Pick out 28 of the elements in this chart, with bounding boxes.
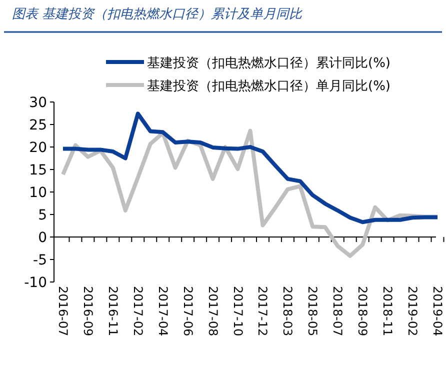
- y-tick-label: 20: [29, 140, 47, 156]
- chart-title: 图表 基建投资（扣电热燃水口径）累计及单月同比: [12, 7, 304, 22]
- x-tick-label: 2018-03: [280, 286, 295, 336]
- y-tick-label: 30: [29, 95, 47, 111]
- x-tick-label: 2018-11: [380, 286, 395, 336]
- y-tick-label: 10: [29, 185, 47, 201]
- x-tick-label: 2017-04: [156, 286, 170, 336]
- x-tick-label: 2018-07: [330, 286, 345, 336]
- x-tick-label: 2018-05: [306, 286, 320, 336]
- x-tick-label: 2017-08: [206, 286, 220, 336]
- y-tick-label: 25: [29, 118, 47, 134]
- legend-label: 基建投资（扣电热燃水口径）累计同比(%): [147, 56, 390, 71]
- y-tick-label: 5: [38, 208, 47, 224]
- x-tick-label: 2019-02: [406, 286, 420, 336]
- y-tick-label: 0: [38, 230, 47, 246]
- y-tick-label: -10: [24, 275, 47, 291]
- x-tick-label: 2019-04: [430, 286, 445, 336]
- y-tick-label: -5: [33, 252, 47, 268]
- x-tick-label: 2018-09: [356, 286, 370, 336]
- x-tick-label: 2016-11: [106, 286, 120, 336]
- x-tick-label: 2017-02: [130, 286, 145, 336]
- legend-label: 基建投资（扣电热燃水口径）单月同比(%): [147, 79, 390, 94]
- x-tick-label: 2016-09: [80, 286, 95, 336]
- x-tick-label: 2017-12: [256, 286, 270, 336]
- x-tick-label: 2016-07: [56, 286, 70, 336]
- x-tick-label: 2017-10: [230, 286, 245, 336]
- x-tick-label: 2017-06: [180, 286, 195, 336]
- y-tick-label: 15: [29, 162, 47, 178]
